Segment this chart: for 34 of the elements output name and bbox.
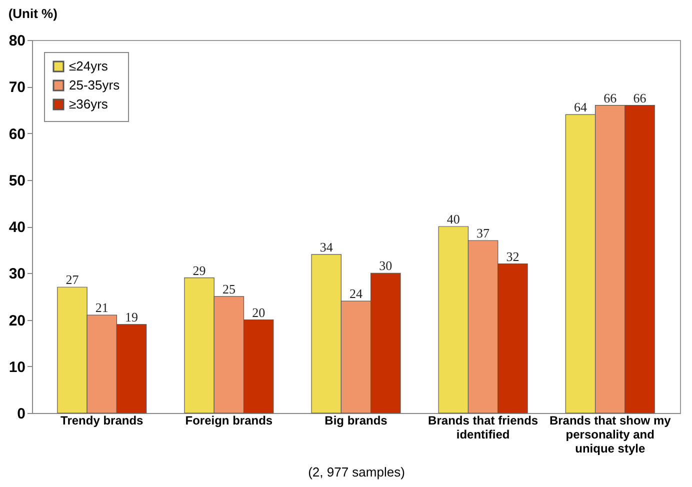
data-label: 32 — [506, 248, 520, 264]
legend-label: ≤24yrs — [69, 58, 108, 74]
x-tick-label: Big brands — [324, 414, 388, 428]
text: (2, 977 samples) — [308, 464, 405, 480]
data-label: 19 — [125, 309, 138, 324]
data-label: 40 — [446, 212, 460, 226]
data-label: 30 — [379, 258, 392, 274]
x-tick-label: Brands that friends identified — [428, 414, 538, 442]
y-axis-title: (Unit %) — [8, 6, 58, 21]
data-label: 20 — [252, 304, 266, 320]
y-tick-label: 50 — [8, 172, 26, 190]
y-tick-label: 10 — [8, 358, 26, 376]
data-label: 64 — [574, 100, 588, 115]
y-tick-label: 40 — [8, 219, 26, 236]
x-tick-label: Trendy brands — [60, 414, 144, 428]
data-label: 66 — [604, 90, 618, 106]
data-label: 34 — [320, 239, 334, 254]
y-tick-label: 70 — [8, 79, 26, 96]
legend-label: ≥36yrs — [69, 96, 108, 112]
y-tick-label: 80 — [8, 32, 26, 50]
data-label: 25 — [222, 281, 236, 296]
data-label: 24 — [350, 286, 363, 302]
x-tick-label: Foreign brands — [185, 414, 273, 428]
data-label: 66 — [633, 90, 647, 106]
y-tick-label: 60 — [8, 126, 26, 143]
y-tick-label: 0 — [17, 406, 26, 422]
y-tick-label: 20 — [8, 312, 26, 330]
data-label: 21 — [95, 300, 108, 316]
x-tick-label: Brands that show my personality and unique style — [549, 414, 672, 456]
y-tick-label: 30 — [8, 266, 26, 283]
data-label: 29 — [192, 262, 206, 278]
legend-label: 25-35yrs — [69, 78, 120, 92]
data-label: 27 — [66, 272, 80, 288]
data-label: 37 — [476, 225, 490, 240]
